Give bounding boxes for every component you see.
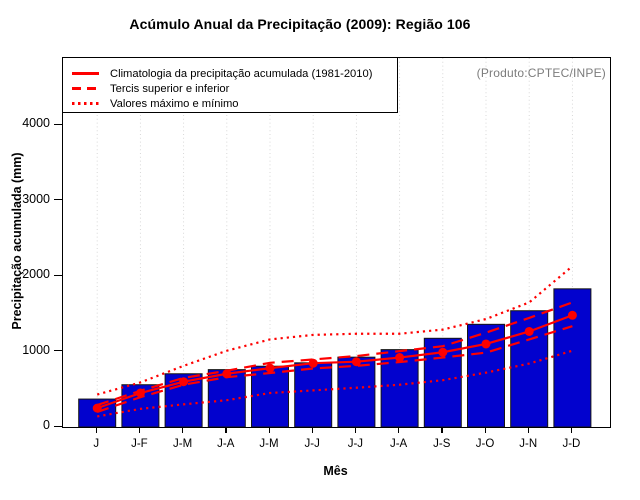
x-tick-label-J-S: J-S [433,438,451,450]
x-tick-mark [225,427,227,433]
x-tick-label-J-J: J-J [347,438,364,450]
legend-label: Climatologia da precipitação acumulada (… [110,67,373,80]
dotted-line-icon [72,102,99,105]
y-tick-mark [54,425,62,427]
climatology-point-J-J [308,358,318,368]
bar-J-J [337,356,376,427]
dashed-line-icon [72,87,99,90]
x-axis-title: Mês [323,464,348,478]
x-tick-label-J-A: J-A [389,438,408,450]
legend-label: Valores máximo e mínimo [110,97,239,110]
climatology-point-J-J [351,357,361,367]
y-tick-mark [54,274,62,276]
legend-item-terciles: Tercis superior e inferior [63,81,397,96]
x-tick-mark [484,427,486,433]
x-tick-label-J-M: J-M [259,438,279,450]
y-tick-label: 0 [43,418,50,432]
climatology-point-J-O [481,339,491,349]
y-tick-label: 4000 [22,116,50,130]
y-tick-mark [54,123,62,125]
legend-label: Tercis superior e inferior [110,82,230,95]
bar-J-J [294,362,333,427]
y-axis-title: Precipitação acumulada (mm) [10,152,24,330]
climatology-point-J-D [567,310,577,320]
climatology-point-J-N [524,326,534,336]
line-dotted [97,349,573,418]
x-tick-mark [268,427,270,433]
x-tick-mark [527,427,529,433]
x-tick-label-J-A: J-A [217,438,235,450]
line-dashed [96,301,573,407]
x-tick-mark [354,427,357,433]
bar-J-D [553,288,592,427]
line-dashed [96,325,573,413]
y-tick-label: 1000 [22,342,50,357]
chart-title: Acúmulo Anual da Precipitação (2009): Re… [129,16,471,32]
y-tick-mark [54,350,62,352]
x-tick-label-J-F: J-F [131,438,148,450]
legend-item-max-min: Valores máximo e mínimo [63,96,397,111]
x-tick-mark [182,427,184,433]
climatology-point-J-M [265,363,275,373]
x-tick-mark [398,427,400,433]
product-watermark: (Produto:CPTEC/INPE) [476,66,606,80]
plot-svg [78,58,592,427]
x-tick-label-J-N: J-N [519,438,538,450]
x-tick-label-J-M: J-M [173,438,193,450]
solid-line-icon [72,72,99,75]
y-tick-mark [54,199,62,201]
x-tick-mark [311,427,313,433]
x-tick-mark [138,427,141,433]
x-tick-mark [570,427,573,433]
x-tick-label-J-O: J-O [475,438,495,450]
x-tick-mark [95,427,97,433]
plot-area [62,57,611,428]
y-tick-label: 3000 [22,191,50,206]
x-tick-label-J-D: J-D [562,438,581,450]
x-tick-label-J: J [93,438,100,450]
y-tick-label: 2000 [22,267,50,281]
legend-item-climatology: Climatologia da precipitação acumulada (… [63,66,397,81]
line-solid [96,314,573,410]
x-tick-mark [441,427,443,433]
climatology-point-J-S [438,347,448,357]
x-tick-label-J-J: J-J [304,438,320,450]
legend-box: Climatologia da precipitação acumulada (… [62,57,398,113]
climatology-point-J-A [395,353,405,363]
bar-J-M [251,365,289,427]
